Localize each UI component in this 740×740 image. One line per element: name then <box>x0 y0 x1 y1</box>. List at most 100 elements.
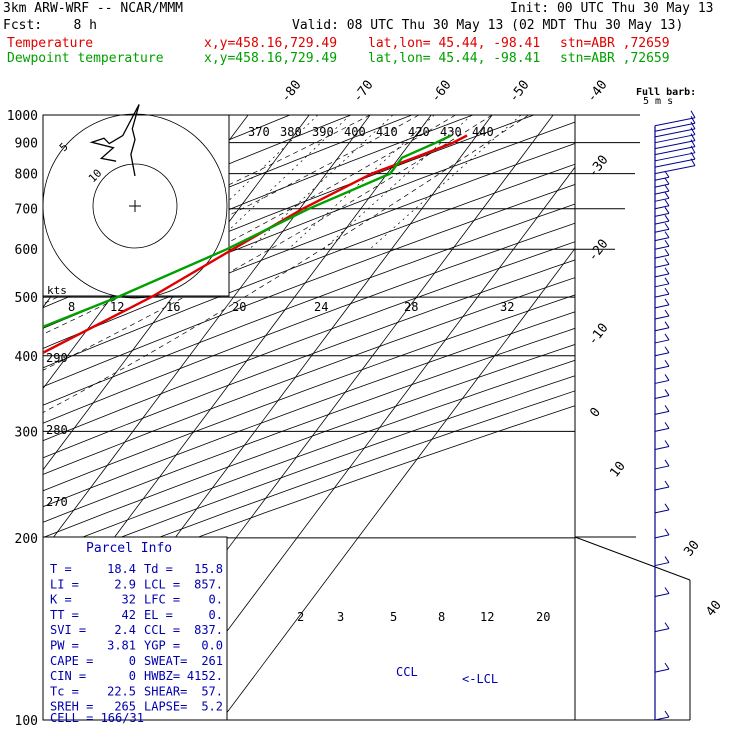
wind-barb-flag <box>664 422 670 429</box>
theta-e-label: 430 <box>440 125 462 139</box>
mixing-ratio-label: 20 <box>536 610 550 624</box>
pressure-tick-label: 800 <box>15 168 38 183</box>
wind-barb <box>654 445 670 450</box>
model-title: 3km ARW-WRF -- NCAR/MMM <box>3 1 184 16</box>
parcel-label: CIN = <box>50 669 86 683</box>
parcel-value: 3.81 <box>107 639 136 653</box>
parcel-value: 0 <box>129 654 136 668</box>
wind-barb-flag <box>664 222 670 230</box>
wind-barb-flag <box>664 321 670 328</box>
wind-barb <box>654 486 670 491</box>
parcel-label: Tc = <box>50 684 79 698</box>
init-time: Init: 00 UTC Thu 30 May 13 <box>510 1 714 16</box>
pressure-tick-label: 900 <box>15 137 38 152</box>
mixing-ratio-label: 5 <box>390 610 397 624</box>
pressure-tick-label: 400 <box>15 350 38 365</box>
wind-barb-flag <box>664 231 670 238</box>
wind-barb-flag <box>664 405 670 412</box>
dry-adiabat-line <box>43 241 575 442</box>
wind-barb <box>654 176 670 181</box>
parcel-value: 837. <box>194 623 223 637</box>
parcel-value: 857. <box>194 577 223 591</box>
wind-barb <box>654 146 696 156</box>
wind-barb-flag <box>690 133 696 141</box>
wind-barb <box>654 245 670 250</box>
wind-barb <box>654 140 696 150</box>
wind-barb <box>654 327 670 332</box>
wind-barb <box>654 283 670 288</box>
mixing-ratio-line <box>208 115 351 250</box>
dry-adiabat-line <box>43 405 575 596</box>
mixing-ratio-label: 24 <box>314 300 328 314</box>
wind-barb <box>654 509 670 514</box>
wind-barb <box>654 165 696 175</box>
wind-barb <box>654 273 670 278</box>
wind-barb-flag <box>664 214 670 222</box>
wind-barb <box>654 410 670 415</box>
dry-adiabat-line <box>43 375 575 568</box>
dry-adiabat-line <box>43 183 575 388</box>
parcel-label: Td = <box>144 562 173 576</box>
wind-barb <box>654 593 670 597</box>
wind-barb-flag <box>690 127 696 135</box>
wind-barb-flag <box>690 110 696 118</box>
temperature-tick-label: -40 <box>584 78 610 106</box>
barb-unit: 5 m s <box>643 96 673 107</box>
wind-barb <box>654 668 670 673</box>
wind-barb-flag <box>690 116 696 124</box>
temperature-xy: x,y=458.16,729.49 <box>204 36 338 51</box>
lcl-annotation: <-LCL <box>462 672 498 686</box>
isotherm-line <box>221 247 575 720</box>
wind-barb-flag <box>664 359 670 367</box>
dry-adiabat-line <box>43 327 575 523</box>
mixing-ratio-label: 32 <box>500 300 514 314</box>
moist-adiabat-line <box>43 115 456 335</box>
ccl-annotation: CCL <box>396 665 418 679</box>
parcel-label: SREH = <box>50 700 93 714</box>
parcel-value: 57. <box>201 684 223 698</box>
wind-barb-flag <box>690 121 696 130</box>
mixing-ratio-label: 12 <box>110 300 124 314</box>
parcel-label: SWEAT= <box>144 654 187 668</box>
mixing-ratio-line <box>177 115 319 250</box>
wind-barb-flag <box>664 710 670 718</box>
temperature-tick-label: 0 <box>587 405 604 420</box>
parcel-label: T = <box>50 562 72 576</box>
parcel-label: CCL = <box>144 623 180 637</box>
theta-e-label: 410 <box>376 125 398 139</box>
wind-barb <box>654 352 670 357</box>
wind-barb-flag <box>664 192 670 199</box>
dry-adiabat-label: 280 <box>46 423 68 437</box>
theta-e-label: 440 <box>472 125 494 139</box>
wind-barb <box>654 465 670 470</box>
wind-barb <box>654 628 670 633</box>
wind-barb-flag <box>664 622 670 629</box>
mixing-ratio-label: 20 <box>232 300 246 314</box>
wind-barb <box>654 197 670 202</box>
parcel-value: 0. <box>209 608 223 622</box>
parcel-label: EL = <box>144 608 173 622</box>
parcel-value: 0 <box>129 669 136 683</box>
dry-adiabat-line <box>43 344 575 538</box>
dry-adiabat-line <box>43 143 575 349</box>
barb-title: Full barb: <box>636 87 696 98</box>
dry-adiabat-label: 290 <box>46 351 68 365</box>
dry-adiabat-line <box>43 163 575 369</box>
pressure-tick-label: 300 <box>15 425 38 440</box>
wind-barb-flag <box>664 346 670 354</box>
temperature-tick-label: -50 <box>506 78 532 106</box>
temperature-tick-label: -30 <box>585 153 611 181</box>
theta-e-label: 420 <box>408 125 430 139</box>
parcel-label: YGP = <box>144 639 180 653</box>
isotherm-line <box>43 115 310 471</box>
temperature-latlon: lat,lon= 45.44, -98.41 <box>368 36 541 51</box>
dry-adiabat-line <box>43 203 575 406</box>
mixing-ratio-label: 3 <box>337 610 344 624</box>
temperature-tick-label: -80 <box>278 78 304 106</box>
parcel-value: 0.0 <box>201 639 223 653</box>
parcel-value: 261 <box>201 654 223 668</box>
parcel-label: LCL = <box>144 577 180 591</box>
wind-barb-flag <box>664 298 670 306</box>
temperature-tick-label: -70 <box>350 78 376 106</box>
